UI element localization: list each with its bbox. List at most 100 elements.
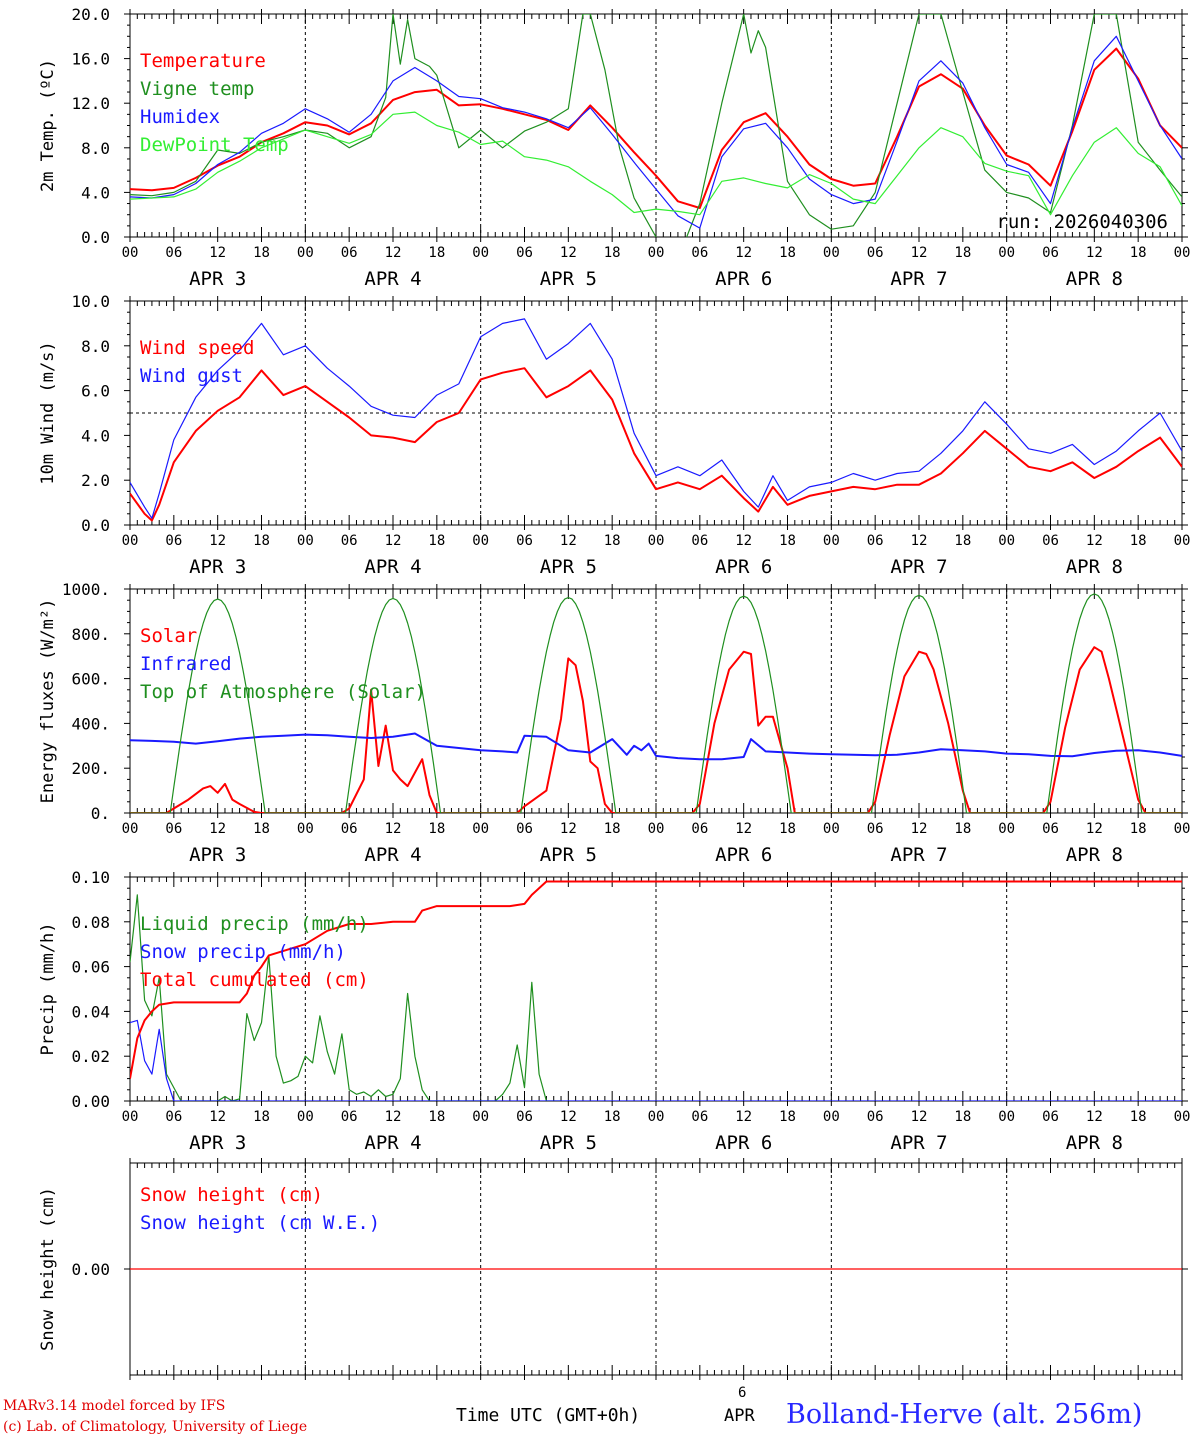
- x-tick-label: 06: [165, 245, 182, 261]
- x-tick-label: 06: [691, 245, 708, 261]
- x-tick-label: 00: [648, 245, 665, 261]
- x-tick-label: 18: [253, 245, 270, 261]
- x-tick-label: 00: [122, 533, 139, 549]
- legend-temp-0: Temperature: [140, 50, 266, 72]
- day-label: APR 6: [715, 844, 772, 866]
- y-tick-label: 0.10: [71, 868, 110, 887]
- x-tick-label: 06: [691, 533, 708, 549]
- day-label: APR 5: [540, 556, 597, 578]
- x-tick-label: 06: [341, 245, 358, 261]
- y-tick-label: 10.0: [71, 292, 110, 311]
- x-tick-label: 00: [823, 1109, 840, 1125]
- legend-temp-1: Vigne temp: [140, 78, 254, 100]
- x-tick-label: 00: [1174, 821, 1191, 837]
- x-tick-label: 12: [209, 821, 226, 837]
- series-precip-0: [130, 894, 561, 1101]
- x-tick-label: 06: [516, 1109, 533, 1125]
- x-tick-label: 12: [209, 245, 226, 261]
- x-tick-label: 18: [1130, 245, 1147, 261]
- x-tick-label: 18: [604, 245, 621, 261]
- x-tick-label: 06: [516, 245, 533, 261]
- y-tick-label: 0.00: [71, 1092, 110, 1111]
- y-tick-label: 800.: [71, 625, 110, 644]
- x-tick-label: 06: [691, 1109, 708, 1125]
- x-tick-label: 06: [1042, 821, 1059, 837]
- x-tick-label: 12: [385, 1109, 402, 1125]
- day-label: APR 5: [540, 1132, 597, 1154]
- x-tick-label: 18: [604, 1109, 621, 1125]
- x-tick-label: 18: [428, 245, 445, 261]
- y-tick-label: 0.08: [71, 913, 110, 932]
- time-axis-label: Time UTC (GMT+0h): [456, 1405, 641, 1426]
- x-tick-label: 00: [823, 533, 840, 549]
- x-tick-label: 06: [867, 245, 884, 261]
- day-label: APR 5: [540, 268, 597, 290]
- x-tick-label: 00: [1174, 1109, 1191, 1125]
- x-tick-label: 12: [1086, 245, 1103, 261]
- x-tick-label: 18: [779, 245, 796, 261]
- day-label: APR 4: [364, 1132, 421, 1154]
- y-tick-label: 200.: [71, 759, 110, 778]
- legend-snow-0: Snow height (cm): [140, 1184, 323, 1206]
- x-tick-label: 00: [998, 533, 1015, 549]
- series-temp-1: [130, 14, 1182, 237]
- x-tick-label: 00: [122, 1109, 139, 1125]
- page-number: 6: [738, 1385, 747, 1401]
- y-tick-label: 0.: [91, 804, 110, 823]
- day-label: APR 3: [189, 556, 246, 578]
- y-tick-label: 0.02: [71, 1047, 110, 1066]
- x-tick-label: 06: [341, 821, 358, 837]
- x-tick-label: 00: [297, 1109, 314, 1125]
- x-tick-label: 18: [604, 533, 621, 549]
- x-tick-label: 18: [1130, 821, 1147, 837]
- x-tick-label: 12: [735, 821, 752, 837]
- y-tick-label: 0.00: [71, 1260, 110, 1279]
- y-tick-label: 600.: [71, 670, 110, 689]
- x-tick-label: 06: [165, 821, 182, 837]
- x-tick-label: 00: [648, 533, 665, 549]
- day-label: APR 3: [189, 844, 246, 866]
- panel-energy: 00 06 12 18 00 06 12 18 00 06 12 18 00 06 12 18 00 06 12 18…: [38, 580, 1190, 866]
- series-wind-0: [130, 367, 1182, 522]
- x-tick-label: 00: [297, 533, 314, 549]
- x-tick-label: 12: [1086, 1109, 1103, 1125]
- day-label: APR 7: [890, 556, 947, 578]
- series-energy-1: [130, 732, 1182, 761]
- panel-temp: 00 06 12 18 00 06 12 18 00 06 12 18 00 06 12 18 00 06 12 18…: [38, 5, 1190, 290]
- day-label: APR 8: [1066, 844, 1123, 866]
- x-tick-label: 06: [1042, 245, 1059, 261]
- x-tick-label: 06: [867, 533, 884, 549]
- x-tick-label: 06: [516, 821, 533, 837]
- y-tick-label: 1000.: [62, 580, 110, 599]
- x-tick-label: 12: [735, 1109, 752, 1125]
- x-tick-label: 18: [954, 245, 971, 261]
- day-label: APR 6: [715, 268, 772, 290]
- series-temp-2: [130, 35, 1182, 229]
- x-tick-label: 12: [560, 821, 577, 837]
- y-axis-label: Precip (mm/h): [38, 922, 58, 1055]
- x-tick-label: 00: [297, 821, 314, 837]
- series-precip-1: [130, 1019, 1182, 1101]
- y-tick-label: 20.0: [71, 5, 110, 24]
- x-tick-label: 12: [209, 1109, 226, 1125]
- series-group: [130, 880, 1182, 1101]
- y-tick-label: 8.0: [81, 139, 110, 158]
- day-label: APR 7: [890, 844, 947, 866]
- x-tick-label: 18: [253, 821, 270, 837]
- x-tick-label: 00: [823, 821, 840, 837]
- x-tick-label: 18: [954, 533, 971, 549]
- panel-wind: 00 06 12 18 00 06 12 18 00 06 12 18 00 06 12 18 00 06 12 18…: [38, 292, 1190, 578]
- y-tick-label: 0.0: [81, 516, 110, 535]
- x-tick-label: 00: [1174, 245, 1191, 261]
- x-tick-label: 06: [1042, 533, 1059, 549]
- series-group: [130, 14, 1182, 237]
- legend-energy-0: Solar: [140, 625, 197, 647]
- x-tick-label: 06: [867, 821, 884, 837]
- day-label: APR 5: [540, 844, 597, 866]
- day-label: APR 4: [364, 268, 421, 290]
- y-tick-label: 12.0: [71, 94, 110, 113]
- x-tick-label: 18: [428, 821, 445, 837]
- day-label: APR 3: [189, 268, 246, 290]
- series-group: [130, 318, 1182, 522]
